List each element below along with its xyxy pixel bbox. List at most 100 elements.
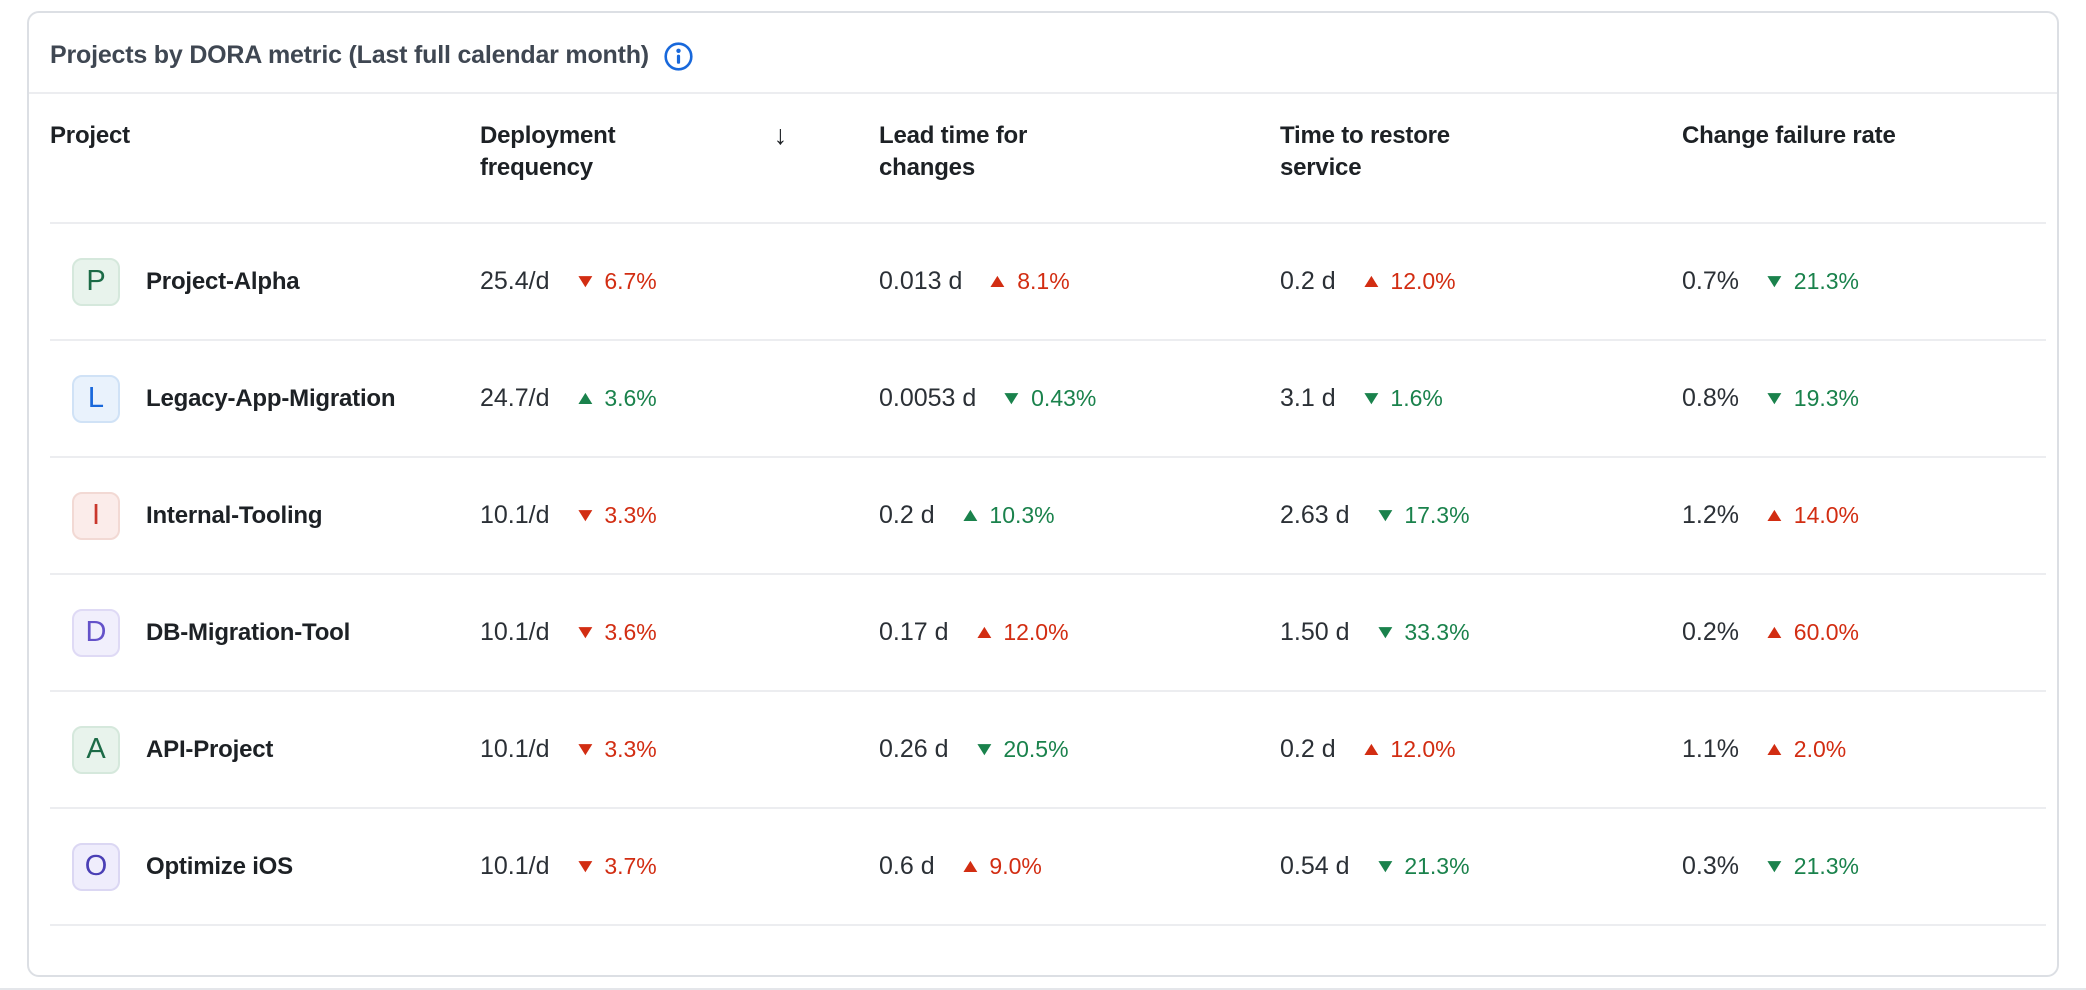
- metric-cell: 0.2 d ▲ 10.3%: [879, 501, 1280, 530]
- delta-percent: 9.0%: [989, 853, 1042, 879]
- project-initial: I: [91, 499, 101, 531]
- delta-percent: 21.3%: [1793, 853, 1860, 879]
- metric-cell: 10.1/d ▼ 3.3%: [480, 735, 879, 764]
- trend-down-icon: ▼: [1373, 505, 1397, 526]
- metric-cell: 24.7/d ▲ 3.6%: [480, 384, 879, 413]
- delta-percent: 60.0%: [1793, 619, 1860, 645]
- delta-percent: 2.0%: [1793, 736, 1847, 762]
- metric-delta: ▼ 21.3%: [1763, 853, 1860, 880]
- delta-percent: 14.0%: [1793, 502, 1860, 528]
- metric-cell: 1.1% ▲ 2.0%: [1682, 735, 2046, 764]
- sort-descending-icon[interactable]: ↓: [773, 120, 788, 150]
- metric-value: 0.54 d: [1280, 852, 1350, 880]
- metric-cell: 0.8% ▼ 19.3%: [1682, 384, 2046, 413]
- metric-value: 0.2 d: [879, 501, 935, 529]
- metric-delta: ▲ 9.0%: [958, 853, 1042, 880]
- column-header-lead-time-for-changes[interactable]: Lead time for changes: [879, 122, 1028, 181]
- table-row[interactable]: L Legacy-App-Migration 24.7/d ▲ 3.6% 0.0053…: [50, 341, 2046, 458]
- card-header: Projects by DORA metric (Last full calen…: [29, 13, 2057, 94]
- table-row[interactable]: I Internal-Tooling 10.1/d ▼ 3.3% 0.2 d ▲ 10.3…: [50, 458, 2046, 575]
- project-name[interactable]: Optimize iOS: [146, 852, 293, 880]
- trend-up-icon: ▲: [972, 622, 996, 643]
- metric-value: 10.1/d: [480, 735, 550, 763]
- column-header-project[interactable]: Project: [50, 122, 130, 149]
- project-name[interactable]: Internal-Tooling: [146, 501, 323, 529]
- project-name[interactable]: Legacy-App-Migration: [146, 384, 396, 412]
- metric-delta: ▼ 3.7%: [573, 853, 657, 880]
- project-avatar: D: [72, 608, 120, 657]
- table-row[interactable]: P Project-Alpha 25.4/d ▼ 6.7% 0.013 d ▲ 8.1% 0…: [50, 224, 2046, 341]
- metric-delta: ▼ 19.3%: [1763, 385, 1860, 412]
- metric-value: 0.2 d: [1280, 267, 1336, 295]
- metric-value: 0.013 d: [879, 267, 963, 295]
- trend-down-icon: ▼: [999, 388, 1024, 409]
- metric-value: 0.17 d: [879, 618, 949, 646]
- trend-down-icon: ▼: [573, 505, 597, 526]
- metric-cell: 3.1 d ▼ 1.6%: [1280, 384, 1682, 413]
- project-avatar: P: [72, 257, 120, 306]
- dora-table: Project Deployment frequency ↓ Lead time…: [50, 94, 2046, 926]
- metric-cell: 0.17 d ▲ 12.0%: [879, 618, 1280, 647]
- table-row[interactable]: A API-Project 10.1/d ▼ 3.3% 0.26 d ▼ 20.5% 0.2…: [50, 692, 2046, 809]
- delta-percent: 19.3%: [1793, 385, 1860, 411]
- delta-percent: 3.3%: [604, 502, 657, 528]
- column-header-deployment-frequency[interactable]: Deployment frequency ↓: [480, 120, 788, 181]
- metric-cell: 1.50 d ▼ 33.3%: [1280, 618, 1682, 647]
- trend-down-icon: ▼: [1359, 388, 1383, 409]
- trend-down-icon: ▼: [1373, 622, 1397, 643]
- metric-cell: 25.4/d ▼ 6.7%: [480, 267, 879, 296]
- metric-value: 10.1/d: [480, 501, 550, 529]
- metric-delta: ▼ 0.43%: [999, 385, 1097, 412]
- metric-cell: 0.2% ▲ 60.0%: [1682, 618, 2046, 647]
- project-initial: A: [86, 733, 106, 765]
- metric-cell: 0.0053 d ▼ 0.43%: [879, 384, 1280, 413]
- column-header-change-failure-rate[interactable]: Change failure rate: [1682, 122, 1896, 149]
- metric-delta: ▲ 3.6%: [573, 385, 657, 412]
- metric-value: 0.3%: [1682, 852, 1739, 880]
- metric-value: 0.8%: [1682, 384, 1739, 412]
- delta-percent: 12.0%: [1003, 619, 1069, 645]
- metric-cell: 10.1/d ▼ 3.6%: [480, 618, 879, 647]
- metric-cell: 0.3% ▼ 21.3%: [1682, 852, 2046, 881]
- delta-percent: 21.3%: [1404, 853, 1470, 879]
- project-initial: D: [85, 616, 107, 648]
- metric-delta: ▲ 14.0%: [1763, 502, 1860, 529]
- metric-cell: 0.7% ▼ 21.3%: [1682, 267, 2046, 296]
- metric-delta: ▲ 8.1%: [986, 268, 1070, 295]
- delta-percent: 6.7%: [604, 268, 657, 294]
- project-name[interactable]: Project-Alpha: [146, 267, 300, 295]
- metric-value: 0.0053 d: [879, 384, 977, 412]
- metric-delta: ▲ 2.0%: [1763, 736, 1847, 763]
- trend-down-icon: ▼: [573, 856, 597, 877]
- table-row[interactable]: D DB-Migration-Tool 10.1/d ▼ 3.6% 0.17 d ▲ 12…: [50, 575, 2046, 692]
- project-cell: A API-Project: [50, 725, 480, 774]
- trend-down-icon: ▼: [573, 622, 597, 643]
- metric-value: 0.2%: [1682, 618, 1739, 646]
- metric-cell: 0.2 d ▲ 12.0%: [1280, 267, 1682, 296]
- metric-value: 1.2%: [1682, 501, 1739, 529]
- metric-value: 25.4/d: [480, 267, 550, 295]
- delta-percent: 20.5%: [1003, 736, 1069, 762]
- trend-up-icon: ▲: [958, 856, 982, 877]
- project-name[interactable]: API-Project: [146, 735, 274, 763]
- metric-cell: 2.63 d ▼ 17.3%: [1280, 501, 1682, 530]
- trend-down-icon: ▼: [573, 271, 597, 292]
- project-name[interactable]: DB-Migration-Tool: [146, 618, 351, 646]
- metric-value: 1.50 d: [1280, 618, 1350, 646]
- table-body: P Project-Alpha 25.4/d ▼ 6.7% 0.013 d ▲ 8.1% 0…: [50, 224, 2046, 926]
- metric-value: 10.1/d: [480, 618, 550, 646]
- metric-delta: ▲ 60.0%: [1763, 619, 1860, 646]
- metric-delta: ▼ 20.5%: [972, 736, 1069, 763]
- info-icon[interactable]: [663, 41, 694, 72]
- metric-delta: ▼ 33.3%: [1373, 619, 1469, 646]
- delta-percent: 0.43%: [1031, 385, 1097, 411]
- metric-delta: ▼ 17.3%: [1373, 502, 1469, 529]
- metric-delta: ▲ 12.0%: [972, 619, 1069, 646]
- table-header-row: Project Deployment frequency ↓ Lead time…: [50, 94, 2046, 224]
- column-header-time-to-restore-service[interactable]: Time to restore service: [1280, 122, 1450, 181]
- project-cell: I Internal-Tooling: [50, 491, 480, 540]
- delta-percent: 3.7%: [604, 853, 657, 879]
- metric-cell: 1.2% ▲ 14.0%: [1682, 501, 2046, 530]
- table-row[interactable]: O Optimize iOS 10.1/d ▼ 3.7% 0.6 d ▲ 9.0% 0.54…: [50, 809, 2046, 926]
- trend-down-icon: ▼: [972, 739, 996, 760]
